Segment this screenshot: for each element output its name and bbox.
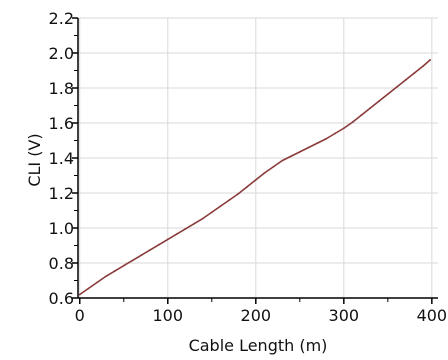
data-point (254, 178, 257, 181)
data-point (290, 155, 292, 158)
data-point (316, 142, 319, 145)
x-tick-label: 400 (417, 306, 448, 325)
x-tick-label: 300 (329, 306, 360, 325)
data-point (219, 205, 222, 208)
x-tick-label: 200 (241, 306, 272, 325)
data-point (87, 287, 90, 290)
data-point (281, 159, 284, 162)
data-point (351, 121, 354, 124)
data-point (193, 222, 196, 225)
data-point (422, 65, 424, 68)
data-point (149, 248, 152, 251)
x-axis-title: Cable Length (m) (189, 336, 328, 355)
data-point (158, 243, 160, 246)
data-point (184, 227, 187, 230)
data-point (404, 79, 407, 82)
data-point (429, 59, 431, 61)
data-point (325, 137, 328, 140)
data-point (140, 254, 143, 257)
grid-lines (78, 17, 438, 299)
x-tick-label: 100 (153, 306, 184, 325)
data-point (386, 93, 389, 96)
data-point (114, 269, 116, 272)
y-tick-label: 1.0 (49, 219, 74, 238)
data-point (202, 217, 204, 220)
data-point (307, 146, 310, 149)
y-tick-label: 0.6 (49, 289, 74, 308)
data-point (378, 100, 380, 103)
data-point (395, 86, 398, 89)
y-tick-label: 0.8 (49, 254, 74, 273)
tick-labels: 0 100 200 300 400 0.6 0.8 1.0 1.2 1.4 1.6 1.8 2.0 2.2 (49, 9, 448, 325)
y-axis-title: CLI (V) (25, 133, 44, 186)
data-point (237, 192, 240, 195)
data-point (96, 281, 99, 284)
data-point (210, 211, 213, 214)
axes (72, 17, 438, 304)
data-point (175, 233, 178, 236)
series-layer (78, 59, 431, 296)
y-tick-label: 1.2 (49, 184, 74, 203)
data-point (272, 165, 275, 168)
data-point (131, 259, 134, 262)
data-point (166, 238, 169, 241)
series-line (78, 59, 431, 296)
data-point (369, 107, 372, 110)
data-point (263, 171, 266, 174)
x-tick-label: 0 (75, 306, 85, 325)
data-point (78, 293, 81, 296)
y-tick-label: 1.6 (49, 114, 74, 133)
y-tick-label: 2.0 (49, 44, 74, 63)
data-point (342, 127, 345, 130)
y-tick-label: 1.8 (49, 79, 74, 98)
data-point (122, 264, 125, 267)
data-point (413, 72, 416, 75)
data-point (228, 199, 231, 201)
data-point (105, 275, 108, 278)
data-point (360, 114, 363, 117)
y-tick-label: 2.2 (49, 9, 74, 28)
data-point (246, 185, 248, 188)
data-point (298, 150, 301, 153)
y-tick-label: 1.4 (49, 149, 74, 168)
data-point (334, 132, 336, 135)
